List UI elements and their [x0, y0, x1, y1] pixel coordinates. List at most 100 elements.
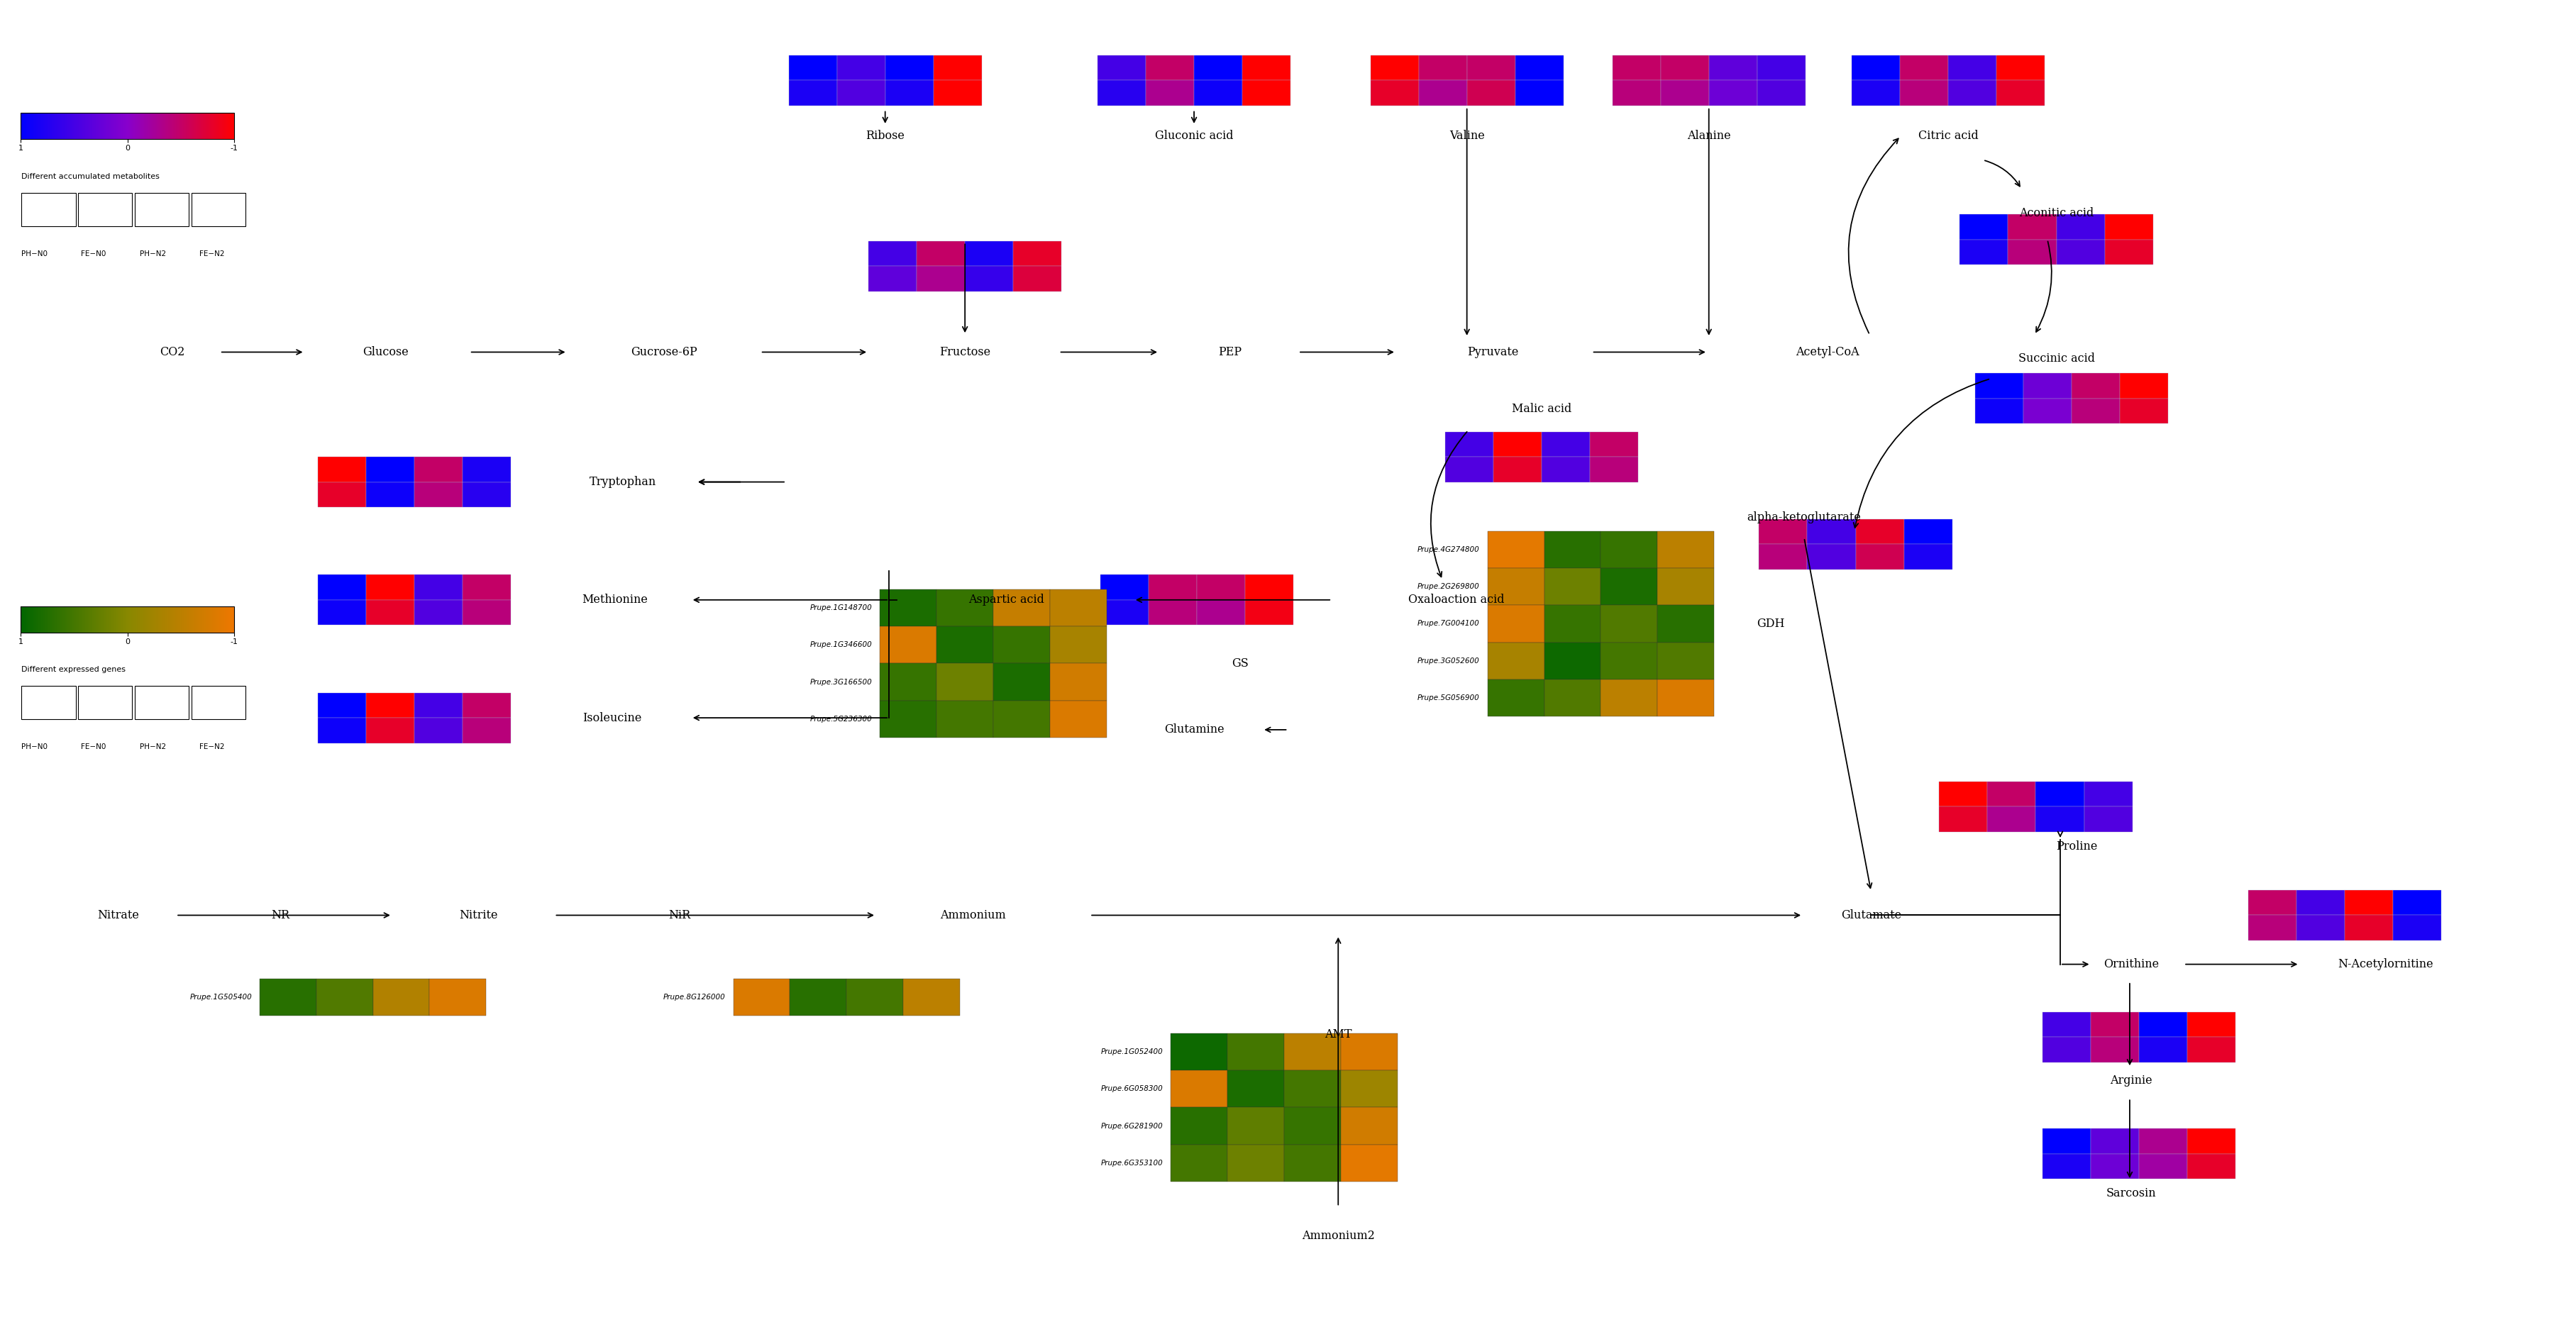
Bar: [1852, 81, 1901, 106]
Bar: [2105, 215, 2154, 239]
Bar: [1543, 531, 1600, 568]
Bar: [1051, 664, 1108, 701]
Bar: [2092, 1128, 2138, 1153]
Bar: [2025, 398, 2071, 423]
Bar: [1515, 81, 1564, 106]
Text: Gucrose-6P: Gucrose-6P: [631, 346, 698, 358]
Bar: [917, 240, 966, 265]
Text: Prupe.1G346600: Prupe.1G346600: [809, 641, 873, 649]
Bar: [994, 701, 1051, 738]
Bar: [317, 456, 366, 482]
Bar: [938, 664, 994, 701]
Bar: [2187, 1013, 2236, 1038]
Bar: [1285, 1108, 1340, 1144]
Text: Nitrate: Nitrate: [98, 909, 139, 921]
Bar: [2071, 373, 2120, 398]
Text: PEP: PEP: [1218, 346, 1242, 358]
Bar: [2187, 1128, 2236, 1153]
Bar: [1852, 56, 1901, 81]
Bar: [2009, 215, 2056, 239]
Bar: [933, 56, 981, 81]
Text: Prupe.6G353100: Prupe.6G353100: [1100, 1160, 1164, 1166]
Text: Prupe.5G056900: Prupe.5G056900: [1417, 694, 1479, 702]
Bar: [21, 686, 75, 719]
Bar: [2393, 916, 2442, 941]
Bar: [1757, 81, 1806, 106]
Text: N-Acetylornitine: N-Acetylornitine: [2339, 958, 2434, 970]
Text: Methionine: Methionine: [582, 594, 647, 606]
Bar: [2043, 1013, 2092, 1038]
Bar: [1543, 642, 1600, 679]
Bar: [2344, 916, 2393, 941]
Bar: [938, 701, 994, 738]
Bar: [1340, 1071, 1396, 1108]
Bar: [1947, 81, 1996, 106]
Bar: [1486, 568, 1543, 605]
Bar: [1947, 56, 1996, 81]
Text: Glutamine: Glutamine: [1164, 723, 1224, 735]
Text: Different accumulated metabolites: Different accumulated metabolites: [21, 174, 160, 180]
Text: Arginie: Arginie: [2110, 1075, 2151, 1087]
Bar: [904, 979, 961, 1016]
Bar: [2092, 1038, 2138, 1063]
Text: Citric acid: Citric acid: [1919, 130, 1978, 142]
Text: Ammonium: Ammonium: [940, 909, 1005, 921]
Bar: [1146, 56, 1195, 81]
Bar: [1600, 679, 1656, 717]
Bar: [366, 693, 415, 718]
Bar: [1960, 215, 2009, 239]
Bar: [2043, 1153, 2092, 1178]
Bar: [2138, 1153, 2187, 1178]
Bar: [881, 701, 938, 738]
Bar: [2344, 890, 2393, 916]
Bar: [837, 81, 886, 106]
Bar: [2393, 890, 2442, 916]
Text: Prupe.8G126000: Prupe.8G126000: [665, 994, 726, 1001]
Bar: [1855, 519, 1904, 544]
Bar: [366, 600, 415, 625]
Text: NiR: NiR: [667, 909, 690, 921]
Bar: [1172, 1034, 1229, 1071]
Text: FE−N2: FE−N2: [198, 743, 224, 750]
Bar: [1486, 605, 1543, 642]
Bar: [1198, 600, 1244, 625]
Bar: [1759, 544, 1808, 569]
Bar: [994, 589, 1051, 626]
Bar: [1242, 56, 1291, 81]
Bar: [1996, 56, 2045, 81]
Text: Prupe.5G236300: Prupe.5G236300: [809, 715, 873, 723]
Bar: [1012, 265, 1061, 291]
Bar: [1242, 81, 1291, 106]
Bar: [1494, 431, 1540, 456]
Bar: [938, 626, 994, 664]
Text: FE−N0: FE−N0: [80, 743, 106, 750]
Bar: [917, 265, 966, 291]
Bar: [2084, 807, 2133, 832]
Bar: [994, 626, 1051, 664]
Text: Glutamate: Glutamate: [1842, 909, 1901, 921]
Bar: [1195, 81, 1242, 106]
Bar: [1097, 56, 1146, 81]
Text: GDH: GDH: [1757, 618, 1785, 630]
Bar: [1976, 373, 2025, 398]
Bar: [2035, 782, 2084, 807]
Bar: [1656, 568, 1713, 605]
Bar: [1486, 679, 1543, 717]
Bar: [317, 482, 366, 507]
Text: Prupe.6G281900: Prupe.6G281900: [1100, 1123, 1164, 1129]
Bar: [1543, 568, 1600, 605]
Bar: [317, 718, 366, 743]
Bar: [260, 979, 317, 1016]
Bar: [2043, 1038, 2092, 1063]
Bar: [2295, 890, 2344, 916]
Bar: [317, 600, 366, 625]
Bar: [1370, 81, 1419, 106]
Bar: [2138, 1128, 2187, 1153]
Bar: [1419, 81, 1466, 106]
Bar: [1808, 519, 1855, 544]
Bar: [938, 589, 994, 626]
Text: PH−N2: PH−N2: [139, 743, 167, 750]
Bar: [415, 482, 461, 507]
Bar: [317, 575, 366, 600]
Text: Isoleucine: Isoleucine: [582, 711, 641, 723]
